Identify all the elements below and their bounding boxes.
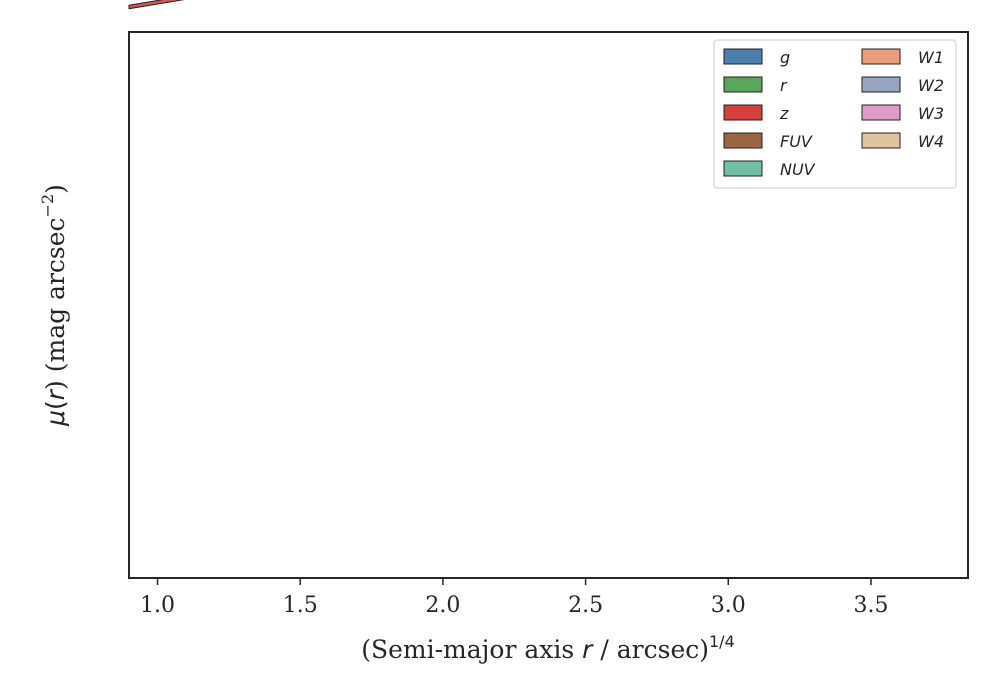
legend-swatch-r (723, 76, 763, 93)
series-layer (128, 0, 185, 10)
legend-label-w1: W1 (918, 48, 944, 67)
legend-label-w4: W4 (918, 132, 944, 151)
x-tick-label: 2.5 (568, 593, 603, 618)
x-tick-label: 2.0 (425, 593, 460, 618)
legend-label-w3: W3 (918, 104, 944, 123)
x-axis: 1.0 1.5 2.0 2.5 3.0 3.5 (140, 578, 888, 618)
plot-frame (128, 31, 969, 579)
legend-label-g: g (780, 48, 790, 67)
legend: grz FUV NUV W1 W2 W3 W4 (713, 39, 957, 189)
legend-swatch-z (723, 104, 763, 121)
series-band-z (128, 0, 185, 10)
legend-swatch-fuv (723, 132, 763, 149)
legend-swatch-w2 (861, 76, 901, 93)
legend-label-r: r (780, 76, 788, 95)
y-axis-label: μ(r) (mag arcsec−2) (38, 184, 70, 427)
legend-swatch-w4 (861, 132, 901, 149)
x-tick-label: 1.5 (283, 593, 318, 618)
legend-items: grz FUV NUV W1 W2 W3 W4 (723, 48, 944, 179)
legend-swatch-g (723, 48, 763, 65)
x-tick-label: 3.5 (853, 593, 888, 618)
legend-label-z: z (779, 104, 789, 123)
legend-swatch-nuv (723, 160, 763, 177)
legend-swatch-w1 (861, 48, 901, 65)
legend-label-w2: W2 (918, 76, 944, 95)
x-axis-label: (Semi-major axis r / arcsec)1/4 (361, 632, 735, 664)
legend-swatch-w3 (861, 104, 901, 121)
x-tick-label: 3.0 (711, 593, 746, 618)
legend-label-fuv: FUV (780, 132, 813, 151)
x-tick-label: 1.0 (140, 593, 175, 618)
legend-label-nuv: NUV (780, 160, 816, 179)
